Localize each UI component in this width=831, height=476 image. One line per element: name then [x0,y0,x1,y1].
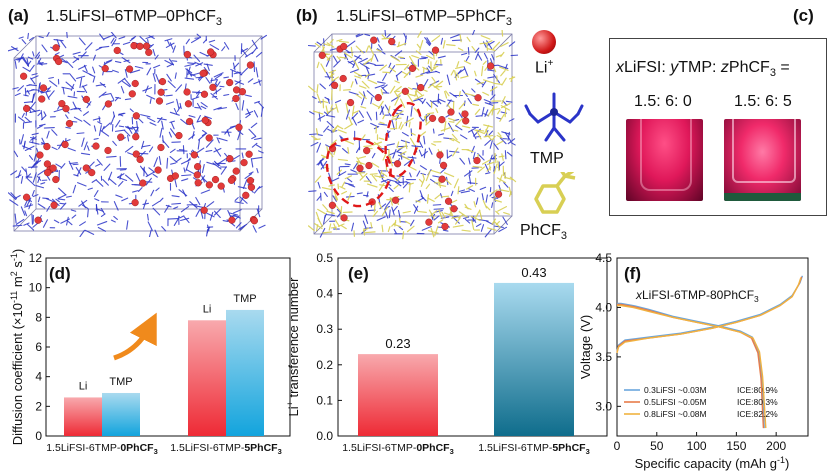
li-ion-label-sup: + [547,58,554,69]
ytick-label-f: 4.0 [595,300,612,314]
legend-name-f: 0.8LiFSI ~0.08M [644,409,707,419]
vial-photo-2 [724,119,801,201]
bar-tmp [226,309,264,436]
xtick-label-d: 1.5LiFSI-6TMP-5PhCF3 [170,442,282,456]
legend-ice-f: ICE:80.9% [737,385,778,395]
ytick-label-e: 0.1 [316,393,333,407]
bar-label-tmp: TMP [109,376,132,388]
plot-frame-e [337,257,608,437]
bar-transference [358,354,438,436]
chart-f: 0 50 100 150 200 3.0 3.5 4.0 4.5 0.3LiFSI ~0.03M I… [578,251,809,471]
ytick-label-e: 0.4 [316,287,333,301]
bar-li [64,397,102,436]
ytick-label-d: 0 [35,429,42,443]
simulation-box-0phcf3 [8,32,268,237]
title-f: xLiFSI-6TMP-80PhCF3 [635,288,759,304]
plot-frame-f [616,257,809,437]
vial-photo-frame: xLiFSI: yTMP: zPhCF3 = 1.5: 6: 0 1.5: 6:… [609,38,827,216]
xtick-label-f: 0 [614,439,621,453]
xlabel-f: Specific capacity (mAh g-1) [635,455,790,471]
ytick-label-e: 0.0 [316,429,333,443]
value-label-e: 0.43 [521,265,546,280]
phcf3-label: PhCF3 [520,222,567,242]
xtick-label-e: 1.5LiFSI-6TMP-0PhCF3 [342,442,454,456]
ytick-label-d: 4 [35,370,42,384]
formula-x: x [616,59,624,76]
bar-tmp [102,392,140,436]
ytick-label-d: 10 [29,281,43,295]
simulation-box-5phcf3 [308,30,518,240]
panel-a-title-sub: 3 [215,16,222,29]
tmp-molecule-icon [524,92,584,142]
curve-charge [616,277,802,354]
bar-li [188,320,226,436]
legend-ice-f: ICE:80.3% [737,397,778,407]
panel-b-title: 1.5LiFSI–6TMP–5PhCF3 [336,8,512,28]
formula-equals: = [775,59,790,76]
legend-name-f: 0.3LiFSI ~0.03M [644,385,707,395]
formula-z: z [720,59,729,76]
bar-label-li: Li [203,303,212,315]
chart-e: 0.0 0.1 0.2 0.3 0.4 0.5 0.23 1.5LiFSI-6TMP-0PhC… [285,251,608,456]
panel-a-title: 1.5LiFSI–6TMP–0PhCF3 [46,8,222,28]
bar-transference [494,282,574,436]
ratio-label-2: 1.5: 6: 5 [734,93,792,110]
ytick-label-d: 12 [29,251,43,265]
formula-y: y [670,59,679,76]
ytick-label-d: 6 [35,340,42,354]
phcf3-label-sub: 3 [560,230,568,243]
bar-label-li: Li [79,380,88,392]
phcf3-label-main: PhCF [520,222,561,239]
formula-sub3: 3 [769,67,776,80]
xtick-label-d: 1.5LiFSI-6TMP-0PhCF3 [46,442,158,456]
panel-label-a: (a) [8,6,29,25]
phcf3-molecule-icon [534,172,576,214]
chart-d: 0 2 4 6 8 10 12 Li TMP 1.5LiFSI-6TMP-0PhCF3 Li TMP 1… [9,249,291,456]
ytick-label-e: 0.2 [316,358,333,372]
legend-ice-f: ICE:82.2% [737,409,778,419]
increase-arrow [113,312,157,361]
ytick-label-d: 2 [35,399,42,413]
ytick-label-f: 3.0 [595,399,612,413]
ytick-label-d: 8 [35,310,42,324]
vial-photo-1 [626,119,703,201]
panel-label-d: (d) [49,264,71,283]
panel-label-c: (c) [793,6,814,25]
cluster-highlight [325,102,422,208]
panel-b-title-main: 1.5LiFSI–6TMP–5PhCF [336,8,506,25]
ytick-label-e: 0.3 [316,322,333,336]
ylabel-f: Voltage (V) [578,315,593,379]
panel-label-f: (f) [624,264,641,283]
li-ion-label-main: Li [535,59,548,77]
curve-discharge [617,304,767,429]
xtick-label-f: 200 [766,439,786,453]
formula-phcf: PhCF [728,59,770,76]
xtick-label-f: 100 [687,439,707,453]
li-ion-label: Li+ [535,58,553,77]
tmp-label: TMP [530,150,564,167]
li-atoms [20,42,258,225]
panel-label-b: (b) [296,6,318,25]
value-label-e: 0.23 [385,336,410,351]
xtick-label-f: 150 [726,439,746,453]
ytick-label-f: 4.5 [595,251,612,265]
panel-a-title-main: 1.5LiFSI–6TMP–0PhCF [46,8,216,25]
curve-discharge [617,302,765,429]
formula-lifsi: LiFSI: [624,59,671,76]
panel-label-e: (e) [348,264,369,283]
ytick-label-e: 0.5 [316,251,333,265]
xtick-label-e: 1.5LiFSI-6TMP-5PhCF3 [478,442,590,456]
legend-name-f: 0.5LiFSI ~0.05M [644,397,707,407]
ratio-label-1: 1.5: 6: 0 [634,93,692,110]
panel-b-title-sub: 3 [505,16,512,29]
li-ion-sphere [532,30,556,54]
xtick-label-f: 50 [650,439,664,453]
formula-tmp: TMP: [678,59,721,76]
composition-formula: xLiFSI: yTMP: zPhCF3 = [616,59,790,79]
ytick-label-f: 3.5 [595,350,612,364]
ylabel-d: Diffusion coefficient (×10-11 m2 s-1) [9,249,25,446]
bar-label-tmp: TMP [233,293,256,305]
ylabel-e: Li+ transference number [285,277,301,417]
